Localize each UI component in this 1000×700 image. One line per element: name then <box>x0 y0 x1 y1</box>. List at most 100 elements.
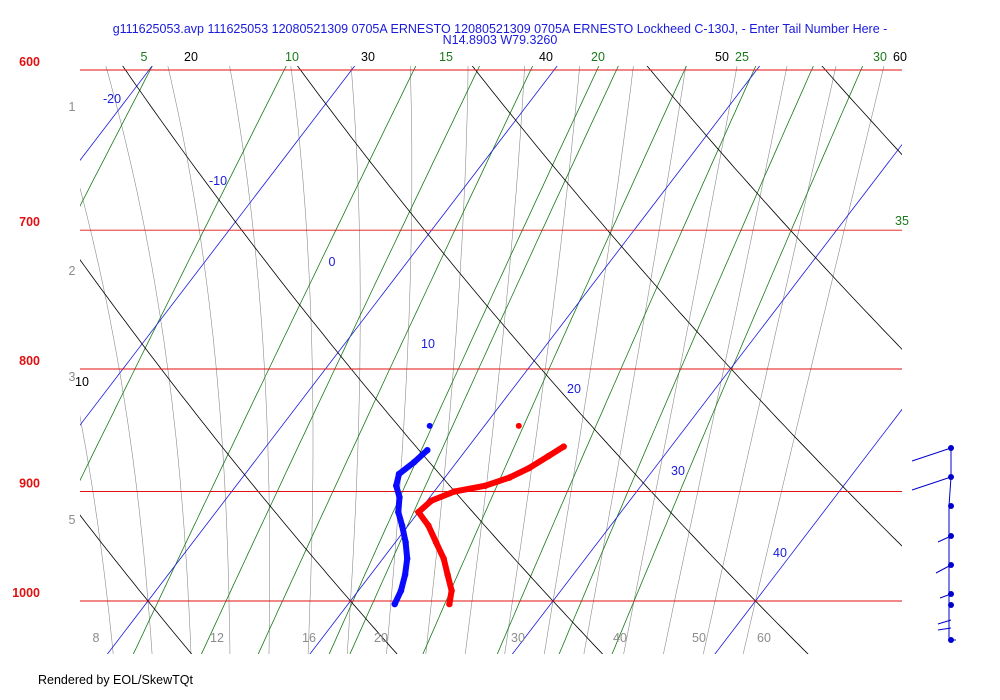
isotherm-line <box>714 408 902 654</box>
dry-adiabat-label: 60 <box>893 50 907 64</box>
mixing-ratio-line <box>496 66 757 654</box>
wind-barb <box>911 447 952 462</box>
moist-adiabat-line <box>0 0 2 681</box>
height-km-label: 5 <box>69 513 76 527</box>
bottom-scale-label: 60 <box>757 631 771 645</box>
mixing-ratio-label: 30 <box>873 50 887 64</box>
mixing-ratio-line <box>80 66 153 207</box>
dewpoint-profile-point <box>391 600 398 608</box>
moist-adiabat-line <box>167 66 231 654</box>
height-km-label: 2 <box>69 264 76 278</box>
isotherm-label: 20 <box>567 382 581 396</box>
chart-title-line1: g111625053.avp 111625053 12080521309 070… <box>113 22 888 36</box>
bottom-scale-label: 20 <box>374 631 388 645</box>
moist-adiabat-line <box>229 66 271 654</box>
isotherm-line <box>309 66 761 654</box>
sounding-profiles <box>391 422 567 608</box>
moist-adiabat-line <box>504 66 580 654</box>
bottom-scale-label: 8 <box>93 631 100 645</box>
moist-adiabat-line <box>290 66 314 654</box>
mixing-ratio-label: 10 <box>285 50 299 64</box>
dewpoint-profile-point <box>402 539 409 546</box>
mixing-ratio-line <box>422 66 687 654</box>
dry-adiabat-line <box>297 66 809 654</box>
isotherm-line <box>106 66 558 654</box>
temperature-profile-point <box>448 587 455 594</box>
temperature-profile-point <box>432 539 440 546</box>
mixing-ratio-label: 5 <box>141 50 148 64</box>
mixing-ratio-line <box>349 66 619 654</box>
dry-adiabat-label: 40 <box>539 50 553 64</box>
moist-adiabat-line <box>425 66 469 654</box>
moist-adiabat-line <box>742 66 885 654</box>
isobars <box>80 69 902 602</box>
moist-adiabat-line <box>105 66 192 654</box>
mixing-ratio-label: 20 <box>591 50 605 64</box>
temperature-profile-point <box>444 571 451 578</box>
moist-adiabats <box>0 0 885 681</box>
dewpoint-profile-point <box>398 522 406 529</box>
moist-adiabat-line <box>346 66 361 654</box>
isotherm-line <box>511 143 902 654</box>
height-km-label: 1 <box>69 100 76 114</box>
mixing-ratio-line <box>132 66 417 654</box>
isotherm-label: 30 <box>671 464 685 478</box>
wind-barbs <box>911 445 956 643</box>
mixing-ratio-label: 35 <box>895 214 909 228</box>
temperature-isolated-point <box>515 422 522 429</box>
isotherm-label: 40 <box>773 546 787 560</box>
moist-adiabat-line <box>0 0 40 681</box>
isotherm-line <box>80 66 153 161</box>
temperature-profile-point <box>415 508 422 516</box>
dewpoint-profile-point <box>404 555 411 562</box>
isotherm-label: 10 <box>421 337 435 351</box>
bottom-scale-label: 50 <box>692 631 706 645</box>
mixing-ratio-line <box>201 66 480 654</box>
moist-adiabat-line <box>702 66 837 654</box>
isobar-label: 700 <box>19 215 40 229</box>
temperature-profile <box>414 443 567 608</box>
isobar-label: 900 <box>19 477 40 491</box>
dry-adiabat-line <box>122 66 604 654</box>
dry-adiabat-line <box>471 66 902 547</box>
moist-adiabat-line <box>663 66 788 654</box>
wind-barb <box>937 627 952 631</box>
temperature-profile-point <box>446 600 453 608</box>
mixing-ratio-line <box>80 66 287 482</box>
temperature-profile-point <box>482 482 489 489</box>
temperature-profile-point <box>525 464 533 472</box>
moist-adiabat-line <box>386 66 413 654</box>
mixing-ratio-line <box>328 66 600 654</box>
moist-adiabat-line <box>0 0 78 681</box>
wind-barb <box>939 593 952 599</box>
wind-barb <box>911 476 952 491</box>
height-km-label: 3 <box>69 370 76 384</box>
moist-adiabat-line <box>583 66 687 654</box>
chart-title-line2: N14.8903 W79.3260 <box>443 33 558 47</box>
bottom-scale-label: 30 <box>511 631 525 645</box>
render-credit: Rendered by EOL/SkewTQt <box>38 673 193 687</box>
temperature-profile-point <box>545 453 552 460</box>
dry-adiabat-line <box>80 514 193 654</box>
wind-barb <box>937 619 952 625</box>
temperature-profile-point <box>451 488 458 495</box>
isotherm-label: -10 <box>209 174 227 188</box>
dry-adiabat-line <box>821 66 902 156</box>
dry-adiabat-line <box>0 0 7 681</box>
dry-adiabat-label: 50 <box>715 50 729 64</box>
temperature-profile-point <box>440 555 447 562</box>
mixing-ratio-label: 15 <box>439 50 453 64</box>
dry-adiabat-line <box>646 66 902 350</box>
mixing-ratio-label: 25 <box>735 50 749 64</box>
bottom-scale-label: 16 <box>302 631 316 645</box>
dewpoint-profile-point <box>401 571 409 578</box>
dewpoint-profile-point <box>393 482 400 489</box>
wind-barb <box>937 535 952 543</box>
bottom-scale-label: 12 <box>210 631 224 645</box>
temperature-profile-point <box>425 522 432 529</box>
dewpoint-profile-point <box>395 470 403 478</box>
moist-adiabat-line <box>80 415 114 654</box>
mixing-ratio-line <box>611 66 864 654</box>
